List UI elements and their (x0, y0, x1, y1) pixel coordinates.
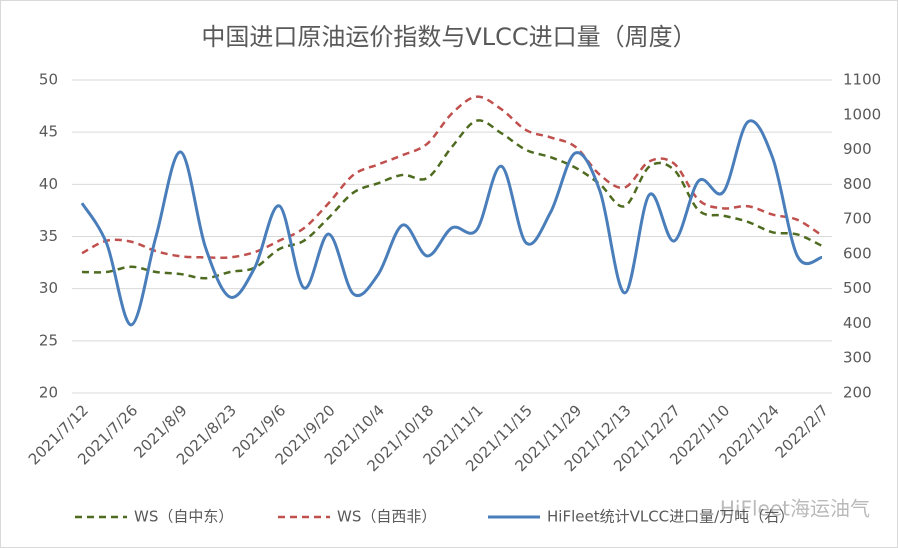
legend-label: HiFleet统计VLCC进口量/万吨（右） (547, 508, 794, 526)
y-tick-label: 45 (39, 123, 58, 141)
y2-tick-label: 800 (843, 175, 872, 193)
watermark: HiFleet海运油气 (720, 497, 870, 521)
y-tick-label: 25 (39, 331, 58, 349)
series-line (81, 95, 823, 260)
legend-label: WS（自西非） (337, 508, 436, 526)
legend-label: WS（自中东） (134, 508, 233, 526)
y2-tick-label: 300 (843, 349, 872, 367)
y-tick-label: 50 (39, 71, 58, 89)
y2-tick-label: 900 (843, 140, 872, 158)
series-line (80, 119, 823, 327)
y2-tick-label: 600 (843, 244, 872, 262)
y-tick-label: 40 (39, 175, 58, 193)
chart-title: 中国进口原油运价指数与VLCC进口量（周度） (201, 23, 696, 51)
y-tick-label: 20 (39, 384, 58, 402)
y2-tick-label: 500 (843, 279, 872, 297)
series-line (81, 119, 823, 280)
y2-tick-label: 400 (843, 314, 872, 332)
y2-tick-label: 1100 (843, 71, 881, 89)
y-tick-label: 35 (39, 227, 58, 245)
y2-tick-label: 1000 (843, 105, 881, 123)
y-tick-label: 30 (39, 279, 58, 297)
y2-tick-label: 200 (843, 384, 872, 402)
y2-tick-label: 700 (843, 210, 872, 228)
